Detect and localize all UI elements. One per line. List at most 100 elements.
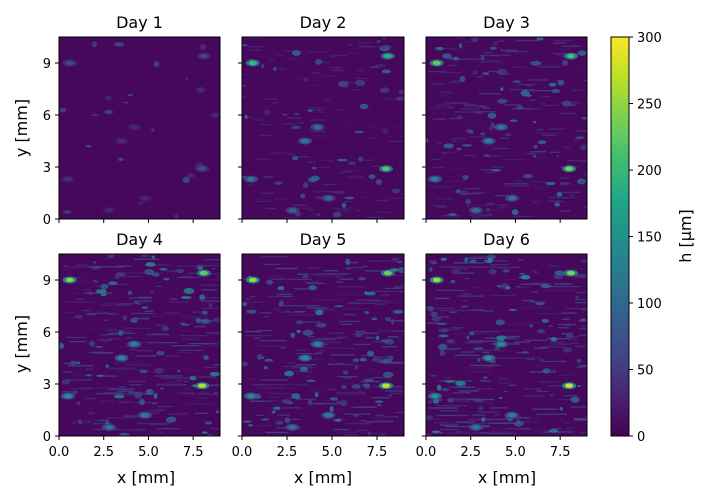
heatmap-blob [533,144,538,149]
heatmap-blob [577,385,581,388]
hotspot [248,277,257,283]
heatmap-blob [103,109,114,115]
heatmap-blob [242,44,248,47]
heatmap-cell [79,85,87,87]
heatmap-cell [309,119,328,121]
heatmap-cell [307,161,316,163]
x-tick-label: 0.0 [416,445,437,460]
heatmap-blob [541,318,549,323]
hotspot [247,393,255,399]
heatmap-blob [458,43,463,49]
heatmap-cell [462,300,468,302]
heatmap-cell [464,104,476,106]
heatmap-cell [389,127,404,129]
heatmap-cell [449,400,471,402]
heatmap-cell [275,54,284,56]
heatmap-blob [472,70,478,76]
heatmap-cell [503,104,522,106]
heatmap-cell [501,49,514,52]
heatmap-cell [540,346,565,348]
heatmap-cell [63,265,69,267]
heatmap-cell [302,281,320,283]
heatmap-cell [307,336,316,338]
heatmap-cell [433,418,441,420]
heatmap-cell [317,111,323,113]
heatmap-cell [529,365,557,368]
heatmap-cell [300,310,318,312]
heatmap-blob [96,374,105,377]
heatmap-blob [122,101,129,104]
heatmap-cell [87,351,108,353]
hotspot [130,341,139,347]
heatmap-blob [315,322,327,328]
heatmap-cell [301,212,320,214]
heatmap-cell [270,387,295,389]
heatmap-cell [531,282,553,284]
heatmap-cell [248,46,266,48]
heatmap-blob [314,195,324,200]
hotspot [199,53,208,59]
heatmap-cell [289,370,312,372]
heatmap-cell [548,115,553,117]
heatmap-blob [300,193,306,199]
heatmap-cell [570,55,587,57]
hotspot [140,413,149,418]
heatmap-cell [173,385,178,387]
hotspot [313,341,322,347]
heatmap-cell [430,375,437,377]
heatmap-blob [314,58,323,65]
heatmap-cell [213,318,220,320]
heatmap-cell [520,286,530,288]
heatmap-blob [85,312,97,316]
heatmap-cell [445,425,476,428]
heatmap-cell [254,200,271,203]
heatmap-cell [433,180,452,182]
heatmap-cell [133,316,150,319]
heatmap-blob [180,295,192,300]
heatmap-cell [383,416,399,418]
heatmap-cell [461,108,480,110]
heatmap-cell [135,355,157,357]
heatmap-cell [251,141,260,143]
heatmap-blob [242,420,252,424]
hotspot [247,176,255,182]
heatmap-blob [260,356,265,359]
heatmap-cell [386,197,404,199]
panel-6: Day 6 0.0 2.5 5.0 7.5 [416,230,588,460]
heatmap-cell [272,187,286,189]
heatmap-blob [530,60,542,66]
heatmap-cell [248,49,261,51]
heatmap-cell [365,421,394,423]
heatmap-blob [522,174,534,179]
heatmap-blob [296,329,301,333]
heatmap-cell [171,65,178,67]
heatmap-cell [218,262,220,265]
heatmap-cell [311,190,326,193]
heatmap-blob [375,335,380,341]
heatmap-cell [342,171,352,173]
hotspot [301,355,309,361]
heatmap-blob [554,270,565,276]
heatmap-cell [559,113,576,115]
heatmap-cell [304,66,309,68]
heatmap-cell [261,275,283,277]
heatmap-blob [291,50,301,56]
heatmap-cell [155,285,162,288]
colorbar-label: h [μm] [676,209,695,262]
heatmap-cell [467,419,491,421]
heatmap-cell [479,54,500,57]
heatmap-cell [329,54,348,56]
heatmap-cell [447,348,462,350]
heatmap-blob [294,112,300,116]
heatmap-blob [200,318,211,324]
heatmap-cell [403,265,404,268]
heatmap-cell [344,389,366,391]
heatmap-cell [558,398,574,401]
heatmap-blob [91,113,99,117]
heatmap-cell [348,207,353,209]
hotspot [65,277,74,283]
heatmap-blob [88,340,96,347]
heatmap-cell [88,412,95,414]
heatmap-cells [59,254,220,436]
heatmap-cell [493,43,498,45]
